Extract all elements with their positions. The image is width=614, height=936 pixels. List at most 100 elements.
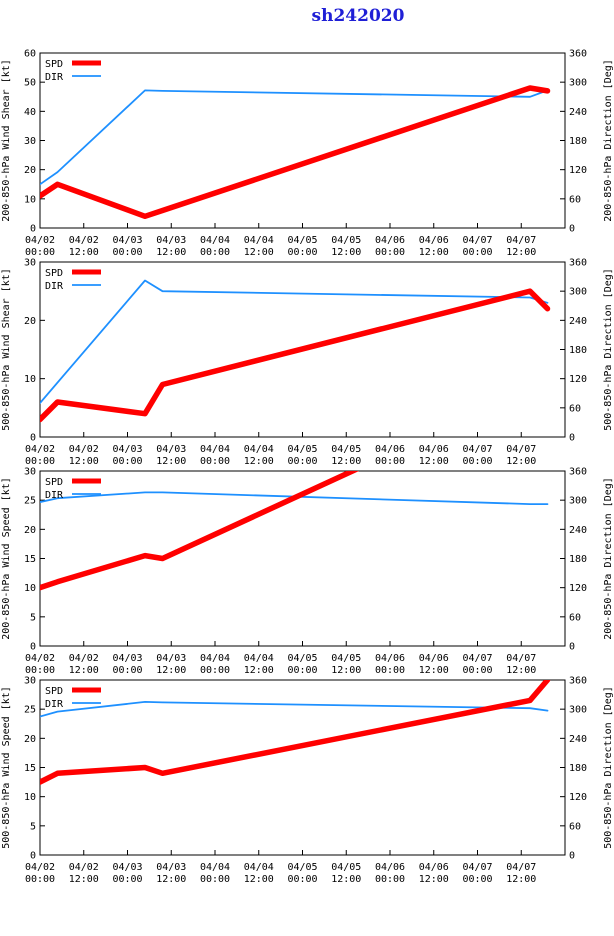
x-tick-label-date: 04/07	[506, 444, 536, 455]
x-tick-label-time: 12:00	[331, 874, 361, 885]
plot-frame	[39, 52, 566, 229]
x-tick-label-time: 12:00	[69, 874, 99, 885]
x-tick-label-date: 04/06	[375, 653, 405, 664]
y-tick-label: 25	[24, 705, 36, 716]
x-tick-label-date: 04/02	[69, 444, 99, 455]
y2-tick-label: 360	[569, 467, 587, 478]
x-tick-label-date: 04/04	[200, 653, 230, 664]
y-tick-label: 20	[24, 734, 36, 745]
legend-label-dir: DIR	[45, 72, 64, 83]
y2-tick-label: 300	[569, 78, 587, 89]
y2-tick-label: 0	[569, 224, 575, 235]
y2-tick-label: 300	[569, 705, 587, 716]
y2-tick-label: 120	[569, 792, 587, 803]
x-tick-label-time: 00:00	[112, 874, 142, 885]
x-tick-label-time: 00:00	[287, 665, 317, 676]
y-tick-label: 25	[24, 496, 36, 507]
y-tick-label: 30	[24, 467, 36, 478]
x-tick-label-date: 04/06	[419, 862, 449, 873]
x-tick-label-time: 12:00	[156, 874, 186, 885]
x-tick-label-date: 04/06	[419, 235, 449, 246]
y-tick-label: 0	[30, 642, 36, 653]
x-tick-label-date: 04/07	[462, 444, 492, 455]
y2-tick-label: 60	[569, 403, 581, 414]
legend-label-dir: DIR	[45, 490, 64, 501]
x-tick-label-date: 04/02	[25, 444, 55, 455]
y2-tick-label: 360	[569, 676, 587, 687]
x-tick-label-time: 00:00	[200, 456, 230, 467]
y2-axis-label: 500-850-hPa Direction [Deg]	[603, 686, 614, 849]
x-tick-label-date: 04/05	[287, 653, 317, 664]
x-tick-label-time: 00:00	[112, 247, 142, 258]
y-tick-label: 20	[24, 165, 36, 176]
x-tick-label-time: 00:00	[462, 247, 492, 258]
x-tick-label-time: 00:00	[375, 874, 405, 885]
x-tick-label-time: 12:00	[331, 247, 361, 258]
x-tick-label-date: 04/07	[506, 235, 536, 246]
y2-tick-label: 180	[569, 345, 587, 356]
y2-tick-label: 360	[569, 258, 587, 269]
x-tick-label-time: 00:00	[25, 874, 55, 885]
y-tick-label: 0	[30, 851, 36, 862]
legend-label-spd: SPD	[45, 477, 63, 488]
x-tick-label-time: 12:00	[419, 874, 449, 885]
x-tick-label-time: 12:00	[506, 874, 536, 885]
x-tick-label-date: 04/05	[331, 235, 361, 246]
legend-label-spd: SPD	[45, 268, 63, 279]
x-tick-label-time: 12:00	[419, 665, 449, 676]
x-tick-label-date: 04/04	[200, 235, 230, 246]
x-tick-label-date: 04/02	[25, 235, 55, 246]
x-tick-label-time: 00:00	[25, 456, 55, 467]
y-tick-label: 5	[30, 821, 36, 832]
x-tick-label-date: 04/05	[331, 862, 361, 873]
y2-axis-label: 200-850-hPa Direction [Deg]	[603, 59, 614, 222]
y2-tick-label: 60	[569, 612, 581, 623]
y2-tick-label: 120	[569, 374, 587, 385]
y2-tick-label: 240	[569, 107, 587, 118]
x-tick-label-date: 04/04	[244, 862, 274, 873]
y2-tick-label: 180	[569, 763, 587, 774]
dir-series-line	[40, 89, 549, 186]
x-tick-label-date: 04/05	[331, 444, 361, 455]
x-tick-label-time: 12:00	[506, 665, 536, 676]
x-tick-label-time: 12:00	[419, 247, 449, 258]
y-tick-label: 30	[24, 136, 36, 147]
x-tick-label-date: 04/05	[331, 653, 361, 664]
x-tick-label-time: 00:00	[375, 247, 405, 258]
x-tick-label-date: 04/06	[375, 444, 405, 455]
x-tick-label-date: 04/06	[419, 444, 449, 455]
y-tick-label: 10	[24, 374, 36, 385]
x-tick-label-time: 00:00	[25, 247, 55, 258]
y-axis-label: 500-850-hPa Wind Speed [kt]	[1, 686, 12, 849]
y2-tick-label: 240	[569, 316, 587, 327]
y-tick-label: 30	[24, 258, 36, 269]
x-tick-label-date: 04/03	[112, 862, 142, 873]
y2-tick-label: 240	[569, 525, 587, 536]
y2-tick-label: 0	[569, 433, 575, 444]
legend-label-dir: DIR	[45, 699, 64, 710]
x-tick-label-time: 00:00	[287, 456, 317, 467]
x-tick-label-time: 12:00	[244, 247, 274, 258]
y-axis-label: 200-850-hPa Wind Shear [kt]	[1, 59, 12, 222]
spd-series-line	[40, 85, 551, 220]
dir-series-line	[40, 491, 549, 506]
x-tick-label-date: 04/02	[69, 235, 99, 246]
y-tick-label: 10	[24, 194, 36, 205]
chart-panel-1: 010203040506006012018024030036004/0200:0…	[1, 49, 614, 259]
x-tick-label-time: 12:00	[244, 456, 274, 467]
y-tick-label: 20	[24, 525, 36, 536]
x-tick-label-date: 04/07	[506, 653, 536, 664]
x-tick-label-time: 12:00	[419, 456, 449, 467]
legend-label-spd: SPD	[45, 59, 63, 70]
x-tick-label-date: 04/04	[200, 444, 230, 455]
x-tick-label-time: 00:00	[25, 665, 55, 676]
y-tick-label: 40	[24, 107, 36, 118]
x-tick-label-time: 12:00	[69, 456, 99, 467]
x-tick-label-date: 04/03	[156, 444, 186, 455]
dir-series-line	[40, 701, 549, 718]
x-tick-label-date: 04/03	[112, 653, 142, 664]
y2-axis-label: 500-850-hPa Direction [Deg]	[603, 268, 614, 431]
x-tick-label-date: 04/03	[156, 235, 186, 246]
x-tick-label-date: 04/07	[506, 862, 536, 873]
